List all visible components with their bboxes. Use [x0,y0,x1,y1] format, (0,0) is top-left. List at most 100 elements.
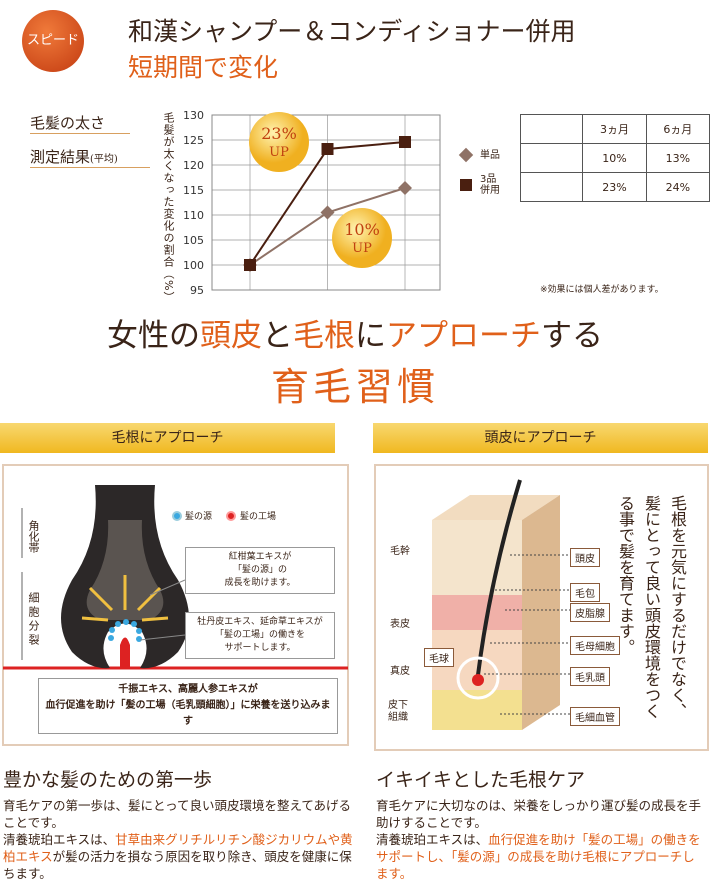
point [244,259,256,271]
callout-line: 牡丹皮エキス、延命草エキスが [197,617,323,627]
legend-label: 単品 [480,149,500,161]
callout-line: 紅柑葉エキスが [228,552,292,562]
result-label: 測定結果(平均) [30,146,150,168]
y-tick-label: 120 [183,159,204,172]
section-body: 育毛ケアに大切なのは、栄養をしっかり運び髪の成長を手助けすることです。 清養琥珀… [376,797,706,882]
text: が髪の活力を損なう原因を取り除き、頭皮を健康に保ちます。 [3,849,352,881]
legend-item: 髪の工場 [240,512,277,522]
table-cell [519,114,584,144]
annotation-badge [249,112,309,172]
panel-message: 毛根を元気にするだけでなく、髪にとって良い頭皮環境をつくる事で髪を育てます。 [616,495,687,719]
callout-line: 「髪の源」の [232,565,287,575]
headline-part: する [541,318,603,354]
y-tick-label: 95 [190,284,204,297]
part-label: 毛細血管 [570,707,620,726]
headline-part: 毛根 [293,318,355,354]
diagrams [2,464,709,751]
headline-part: 女性の [107,318,200,354]
table-cell: 24% [645,172,710,202]
section-body: 育毛ケアの第一歩は、髪にとって良い頭皮環境を整えてあげることです。 清養琥珀エキ… [3,797,363,882]
table-cell: 23% [582,172,647,202]
table-header: 3ヵ月 [582,114,647,144]
table-cell: 10% [582,143,647,173]
y-tick-label: 115 [183,184,204,197]
result-label: 毛髪の太さ [30,112,130,134]
section-title: イキイキとした毛根ケア [376,769,586,791]
highlight: 甘草由来グリチルリチン酸ジカリウムや黄柏エキス [3,832,353,864]
result-note: (平均) [90,154,118,165]
headline-part: に [355,318,386,354]
headline-part: 頭皮 [200,318,262,354]
table-cell [519,172,584,202]
disclaimer: ※効果には個人差があります。 [540,285,664,295]
result-table: 3ヵ月 6ヵ月 10% 13% 23% 24% [519,114,710,202]
section-intro: 育毛ケアの第一歩は、髪にとって良い頭皮環境を整えてあげることです。 [3,798,352,830]
y-tick-label: 130 [183,109,204,122]
legend-marker [460,179,472,191]
result-label: 測定結果 [30,148,91,166]
layer-label: 表皮 [390,619,410,630]
headline: 女性の頭皮と毛根にアプローチする [0,310,710,355]
point [321,143,334,155]
point [399,136,411,148]
point [320,205,335,220]
side-label: 細胞分裂 [27,592,40,648]
callout-line: 成長を助けます。 [224,578,296,588]
section-intro: 育毛ケアに大切なのは、栄養をしっかり運び髪の成長を手助けすることです。 [376,798,702,830]
side-label: 角化帯 [27,520,40,553]
callout: 紅柑葉エキスが 「髪の源」の 成長を助けます。 [185,547,335,594]
y-axis-label: 毛髪が太くなった変化の割合（%） [162,112,175,304]
headline-part: と [262,318,293,354]
layer-label: 毛幹 [390,546,410,557]
part-label: 毛包 [570,583,600,602]
table-header: 6ヵ月 [645,114,710,144]
headline-part: アプローチ [386,318,541,354]
footer-callout: 千振エキス、高麗人参エキスが血行促進を助け「髪の工場（毛乳頭細胞）」に栄養を送り… [38,678,338,734]
annotation: UP [352,241,372,256]
y-tick-label: 110 [183,209,204,222]
layer-label: 皮下組織 [388,700,408,723]
annotation: 23% [261,124,297,143]
y-tick-label: 105 [183,234,204,247]
legend-item: 単品 [458,140,502,170]
annotation-badge [332,208,392,268]
bulb-label: 毛球 [424,648,454,667]
text: 清養琥珀エキスは、 [376,832,489,847]
section-text: 清養琥珀エキスは、血行促進を助け「髪の工場」の働きをサポートし、「髪の源」の成長… [376,831,706,882]
badge: スピード [22,10,84,72]
legend-item: 髪の源 [185,512,213,522]
annotation: UP [269,145,289,160]
point [398,181,412,195]
callout: 牡丹皮エキス、延命草エキスが 「髪の工場」の働きを サポートします。 [185,612,335,659]
part-label: 頭皮 [570,548,600,567]
callout-line: 「髪の工場」の働きを [214,630,305,640]
title: 和漢シャンプー＆コンディショナー併用 [128,17,576,46]
text: 清養琥珀エキスは、 [3,832,116,847]
panel-header: 頭皮にアプローチ [373,423,708,453]
callout-line: サポートします。 [224,643,296,653]
plot-frame [211,114,441,291]
headline: 育毛習慣 [270,365,439,409]
highlight: 血行促進を助け「髪の工場」の働きをサポートし、「髪の源」の成長を助け毛根にアプロ… [376,832,701,881]
part-label: 毛乳頭 [570,667,610,686]
legend: 単品 3品併用 [458,140,502,200]
section-text: 清養琥珀エキスは、甘草由来グリチルリチン酸ジカリウムや黄柏エキスが髪の活力を損な… [3,831,363,882]
panel-header: 毛根にアプローチ [0,423,335,453]
y-tick-label: 125 [183,134,204,147]
subtitle: 短期間で変化 [128,53,279,82]
chart: 95 100 105 110 115 120 125 130 23% UP 10% UP [183,109,441,297]
table-cell: 13% [645,143,710,173]
callout-line: 血行促進を助け「髪の工場（毛乳頭細胞）」に栄養を送り込みます [45,700,331,727]
part-label: 皮脂腺 [570,603,610,622]
part-label: 毛母細胞 [570,636,620,655]
legend-item: 3品併用 [460,170,502,200]
table-cell [519,143,584,173]
legend-label: 3品併用 [480,174,500,196]
y-tick-label: 100 [183,259,204,272]
layer-label: 真皮 [390,666,410,677]
annotation: 10% [344,220,380,239]
section-title: 豊かな髪のための第一歩 [3,769,213,791]
legend-marker [458,147,474,163]
callout-line: 千振エキス、高麗人参エキスが [118,684,258,695]
